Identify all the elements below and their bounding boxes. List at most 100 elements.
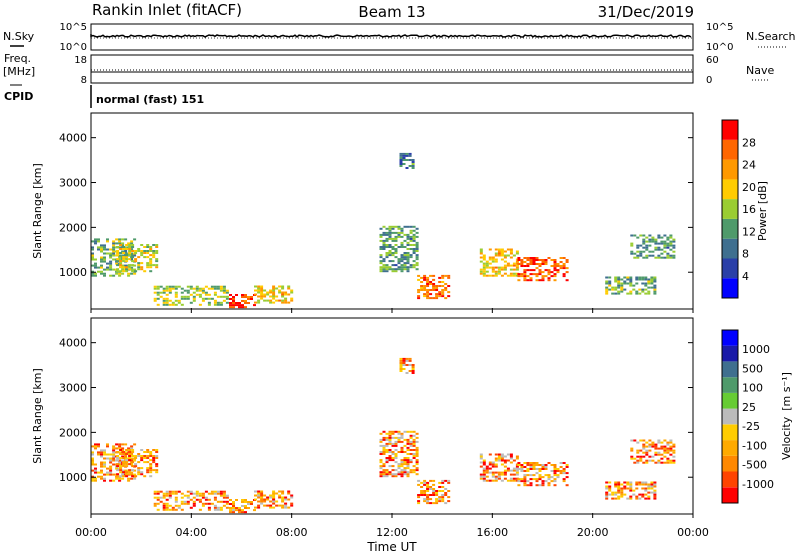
x-tick-label: 20:00 (577, 526, 609, 539)
velocity-cell (260, 502, 264, 505)
velocity-cell (654, 461, 658, 464)
velocity-cell (91, 451, 94, 454)
velocity-cell (106, 453, 109, 456)
power-cell (509, 268, 513, 271)
power-cell (666, 252, 670, 255)
power-cell (183, 289, 187, 292)
power-cell (405, 159, 409, 161)
power-cell (438, 293, 442, 296)
power-cell (411, 159, 415, 161)
velocity-cell (611, 493, 615, 496)
power-cell (512, 274, 516, 277)
velocity-cell (494, 475, 498, 478)
velocity-cell (241, 511, 244, 514)
velocity-cell (629, 487, 633, 490)
velocity-cell (100, 449, 103, 452)
velocity-cell (207, 492, 211, 495)
power-cell (660, 240, 664, 243)
power-cell (155, 244, 159, 246)
power-cell (103, 246, 106, 249)
power-cell (651, 238, 655, 241)
velocity-cell (663, 461, 667, 464)
velocity-cell (535, 464, 539, 466)
velocity-cell (500, 453, 504, 456)
velocity-cell (201, 496, 205, 499)
velocity-cell (411, 364, 415, 366)
power-cell (116, 252, 120, 254)
velocity-cell (636, 455, 640, 458)
power-cell (155, 250, 159, 252)
power-cell (479, 248, 483, 251)
power-cell (660, 256, 664, 259)
power-cell (639, 252, 643, 255)
power-cell (397, 266, 401, 269)
velocity-cell (654, 443, 658, 446)
velocity-cell (219, 506, 223, 509)
velocity-cell (447, 496, 451, 499)
power-cell (657, 242, 661, 245)
power-cell (122, 260, 126, 263)
power-cell (143, 252, 147, 254)
power-cell (162, 303, 166, 306)
velocity-cell (213, 496, 217, 499)
power-cell (517, 259, 521, 261)
velocity-cell (669, 439, 673, 442)
power-cell (198, 295, 202, 298)
velocity-cell (403, 463, 407, 466)
power-cell (669, 240, 673, 243)
velocity-cell (632, 489, 636, 492)
power-cell (125, 268, 129, 271)
velocity-cell (444, 479, 448, 482)
velocity-cell (642, 447, 646, 450)
power-cell (629, 284, 633, 287)
power-cell (186, 297, 190, 300)
power-cell (648, 234, 652, 237)
power-cell (614, 278, 618, 281)
power-cell (109, 274, 113, 277)
velocity-cell (272, 494, 276, 497)
power-cell (382, 246, 386, 248)
velocity-cell (535, 472, 539, 475)
power-cell (412, 235, 416, 238)
velocity-cell (131, 455, 135, 457)
velocity-cell (657, 453, 661, 456)
velocity-cell (399, 370, 403, 372)
velocity-cell (515, 457, 519, 460)
power-cell (121, 254, 125, 257)
power-cell (432, 274, 436, 277)
velocity-cell (429, 486, 433, 488)
power-cell (402, 154, 406, 157)
power-cell (423, 289, 427, 291)
velocity-cell (645, 451, 649, 454)
power-cell (192, 291, 196, 294)
power-cell (207, 287, 211, 290)
power-cell (651, 240, 655, 243)
velocity-cell (192, 496, 196, 499)
velocity-cell (635, 495, 639, 498)
power-cell (159, 291, 163, 294)
velocity-cell (254, 494, 257, 497)
x-tick-label: 12:00 (376, 526, 408, 539)
power-cell (651, 250, 655, 253)
power-cell (497, 272, 501, 275)
velocity-cell (503, 465, 507, 468)
power-cell (411, 163, 415, 165)
velocity-cell (400, 451, 404, 453)
velocity-cell (137, 473, 141, 476)
velocity-cell (636, 441, 640, 444)
velocity-cell (636, 461, 640, 464)
power-cell (278, 285, 282, 288)
velocity-cell (278, 490, 282, 493)
velocity-cell (630, 447, 634, 450)
power-cell (408, 165, 412, 167)
power-cell (137, 266, 141, 269)
velocity-cell (614, 485, 618, 488)
y-tick-label: 4000 (59, 337, 87, 350)
velocity-cell (165, 494, 169, 497)
power-cell (260, 285, 264, 288)
velocity-cell (412, 444, 416, 447)
velocity-cell (494, 453, 498, 456)
power-cell (165, 293, 169, 296)
power-cell (382, 270, 386, 273)
velocity-cell (415, 440, 419, 443)
